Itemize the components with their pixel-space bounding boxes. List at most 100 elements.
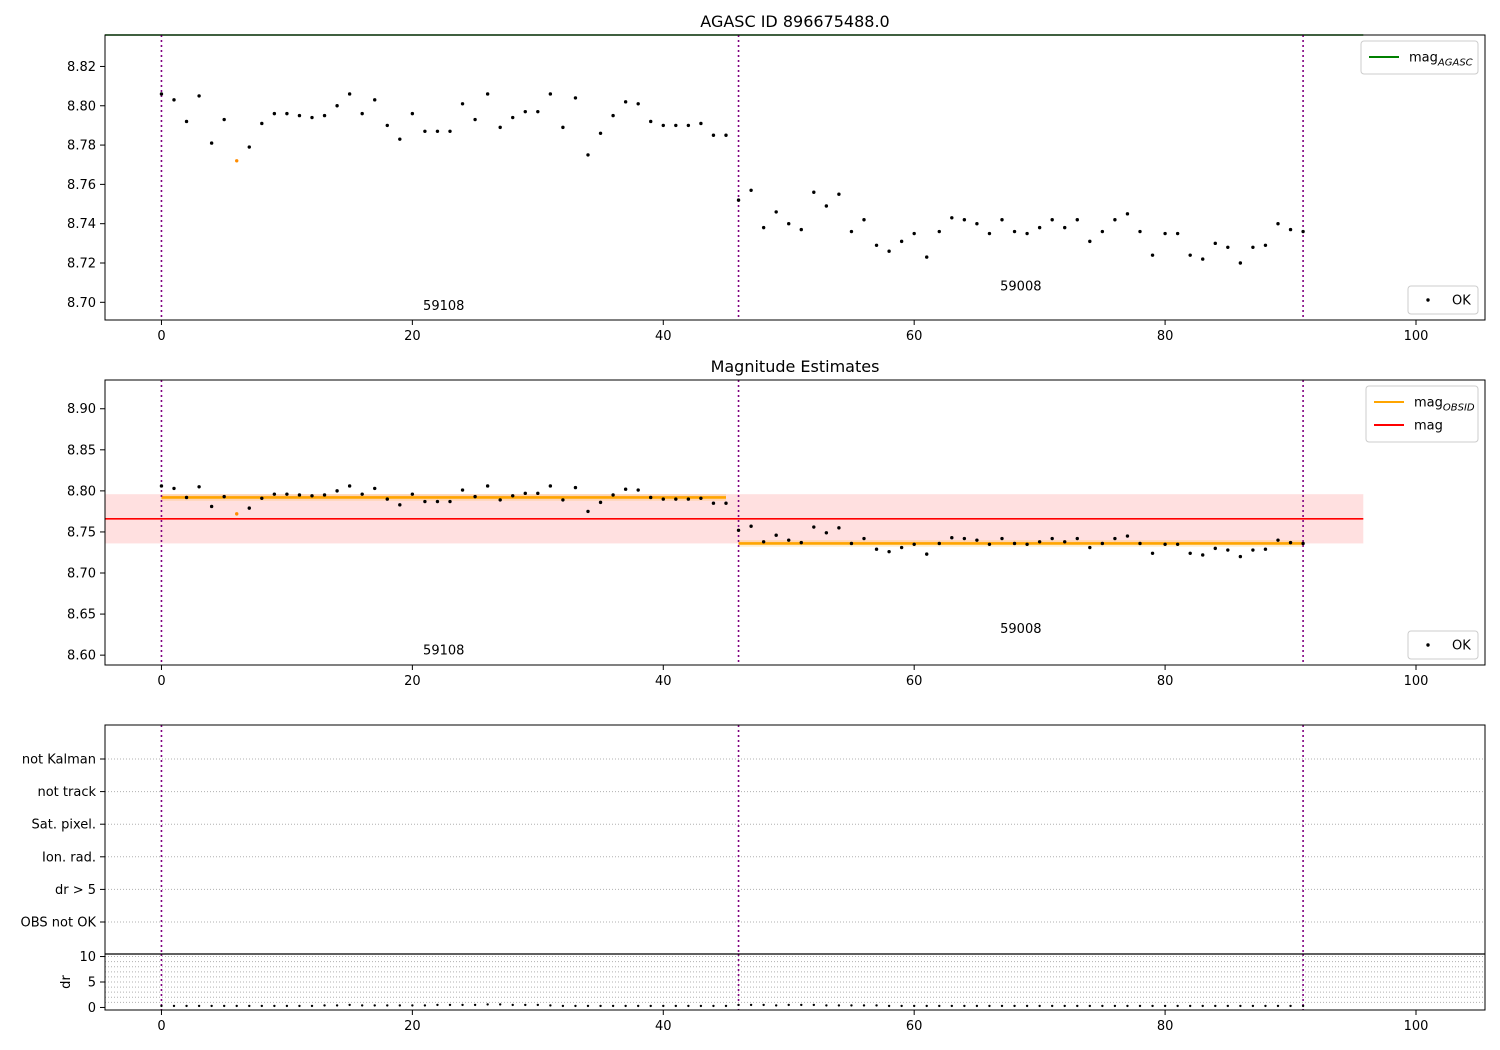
legend-top: magAGASC [1360, 40, 1479, 75]
x-tick-label: 60 [906, 1019, 923, 1034]
chart-title: Magnitude Estimates [711, 357, 880, 376]
ok-point [1301, 541, 1305, 546]
dr-point [699, 1004, 703, 1008]
dr-point [1025, 1004, 1029, 1008]
ok-point [1088, 545, 1092, 550]
legend-label-main: mag [1414, 396, 1443, 411]
ok-point [322, 493, 327, 497]
ok-point [1025, 542, 1029, 546]
y-tick-label: 8.80 [67, 99, 96, 114]
ok-point [874, 243, 879, 248]
ok-point [460, 488, 465, 492]
ok-point [523, 109, 527, 114]
ok-point [736, 198, 741, 202]
ok-point [837, 526, 841, 530]
ok-point [1251, 548, 1255, 552]
y-tick-label: 8.75 [67, 525, 96, 540]
ok-point [1175, 542, 1180, 546]
ok-point [460, 102, 465, 106]
ok-point [1251, 245, 1255, 249]
ok-point [473, 117, 477, 122]
dr-point [386, 1004, 389, 1007]
dr-point [649, 1004, 652, 1008]
dr-point [1264, 1004, 1267, 1008]
ok-point [1050, 218, 1054, 222]
x-tick-label: 40 [655, 329, 672, 344]
ok-point [548, 484, 553, 488]
ok-point [172, 486, 176, 491]
ok-point [724, 501, 728, 505]
ok-point [925, 552, 929, 556]
dr-point [323, 1004, 326, 1007]
y-tick-label: 8.82 [67, 60, 96, 75]
ok-point [1037, 225, 1042, 230]
dr-point [599, 1004, 602, 1008]
dr-point [448, 1003, 452, 1007]
ok-point [787, 221, 791, 226]
ok-point [611, 493, 615, 497]
dr-point [1214, 1004, 1217, 1008]
ok-point [987, 231, 992, 236]
dr-point [662, 1004, 665, 1008]
ok-point [699, 496, 703, 500]
y-tick-label: 0 [88, 1001, 96, 1016]
ok-point [297, 113, 302, 118]
legend-marker [1426, 643, 1430, 647]
ok-point [435, 499, 440, 504]
ok-point [347, 484, 352, 488]
x-tick-label: 40 [655, 1019, 672, 1034]
ok-point [1238, 261, 1243, 265]
legend-marker [1426, 298, 1430, 302]
ok-point [260, 121, 264, 126]
x-tick-label: 100 [1404, 674, 1429, 689]
ok-point [1150, 551, 1155, 555]
dr-point [825, 1004, 828, 1007]
panel-flags: not Kalman not track Sat. pixel. Ion. rad. d… [21, 724, 1486, 955]
ok-point [950, 216, 954, 220]
ok-point [849, 541, 854, 546]
dr-point [423, 1004, 427, 1007]
ok-point [761, 225, 766, 230]
ok-point [586, 509, 590, 514]
dr-point [335, 1004, 339, 1007]
legend-label: mag [1414, 419, 1443, 434]
x-tick-label: 20 [404, 674, 421, 689]
ok-point [1075, 218, 1079, 222]
flag-label: dr > 5 [55, 883, 96, 898]
ok-point [649, 119, 653, 124]
ok-point [1163, 542, 1167, 546]
ok-point [1213, 546, 1217, 551]
y-axis-label: dr [59, 975, 74, 989]
legend-box [1407, 285, 1479, 315]
chart-title: AGASC ID 896675488.0 [700, 12, 889, 31]
dr-point [222, 1004, 226, 1008]
ok-point [423, 129, 427, 134]
y-tick-label: 8.70 [67, 567, 96, 582]
ok-point [1025, 231, 1029, 236]
ok-point [774, 210, 778, 214]
ok-point [611, 113, 615, 118]
dr-point [536, 1003, 540, 1007]
ok-point [1138, 229, 1142, 234]
ok-point [724, 133, 728, 137]
ok-point [849, 229, 854, 234]
ok-point [912, 231, 916, 236]
ok-point [1288, 540, 1293, 545]
dr-point [411, 1004, 414, 1007]
flag-label: Sat. pixel. [32, 818, 96, 833]
ok-point [962, 218, 967, 222]
ok-point [410, 111, 415, 116]
ok-point [761, 540, 766, 544]
x-tick-label: 60 [906, 329, 923, 344]
ok-point [774, 533, 778, 537]
dr-point [712, 1004, 715, 1008]
dr-point [1013, 1004, 1016, 1008]
ok-point [272, 492, 277, 496]
dr-point [298, 1004, 301, 1008]
ok-point [925, 255, 929, 259]
dr-point [473, 1003, 477, 1007]
ok-point [385, 497, 389, 501]
ok-point [410, 492, 415, 496]
